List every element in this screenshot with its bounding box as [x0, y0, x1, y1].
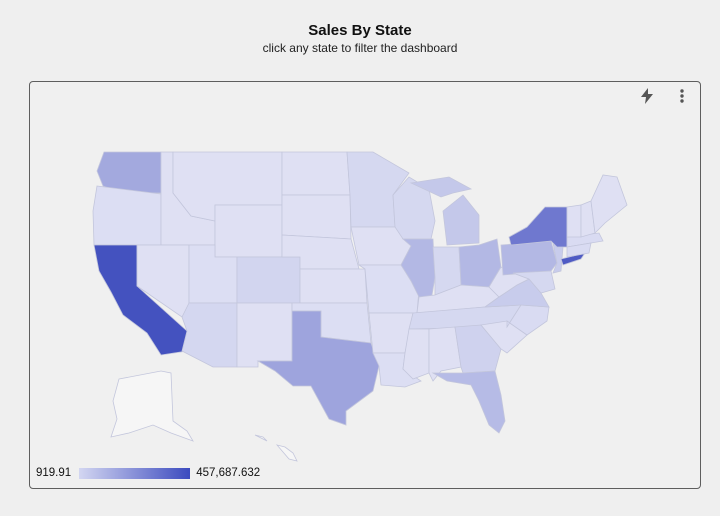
state-arizona[interactable] [181, 302, 238, 368]
state-michigan[interactable] [409, 176, 480, 246]
state-south-dakota[interactable] [281, 194, 352, 240]
legend-max-label: 457,687.632 [196, 467, 261, 479]
legend-gradient-bar [79, 467, 191, 479]
map-card: 919.91 457,687.632 [29, 81, 701, 489]
legend-min-label: 919.91 [36, 467, 72, 479]
state-hawaii[interactable] [254, 434, 298, 462]
chart-title: Sales By State [308, 22, 412, 39]
state-florida[interactable] [431, 370, 506, 434]
state-north-dakota[interactable] [281, 151, 351, 196]
us-map [92, 151, 628, 462]
state-wisconsin[interactable] [392, 176, 436, 240]
state-texas[interactable] [256, 310, 380, 426]
color-legend: 919.91 457,687.632 [36, 466, 260, 480]
state-maine[interactable] [590, 174, 628, 234]
state-pennsylvania[interactable] [500, 240, 558, 276]
state-maryland[interactable] [512, 270, 556, 294]
state-new-york[interactable] [508, 206, 568, 248]
chart-subtitle: click any state to filter the dashboard [262, 41, 458, 55]
state-oregon[interactable] [92, 185, 162, 246]
state-vermont[interactable] [566, 204, 582, 238]
state-wyoming[interactable] [214, 204, 283, 258]
state-kansas[interactable] [299, 268, 368, 304]
bolt-icon[interactable] [637, 86, 657, 106]
state-alaska[interactable] [110, 370, 194, 442]
state-new-mexico[interactable] [236, 302, 293, 368]
more-vertical-icon[interactable] [672, 86, 692, 106]
state-connecticut[interactable] [566, 242, 592, 258]
state-south-carolina[interactable] [480, 320, 528, 354]
chart-heading: Sales By State click any state to filter… [0, 22, 720, 55]
state-colorado[interactable] [236, 256, 301, 304]
